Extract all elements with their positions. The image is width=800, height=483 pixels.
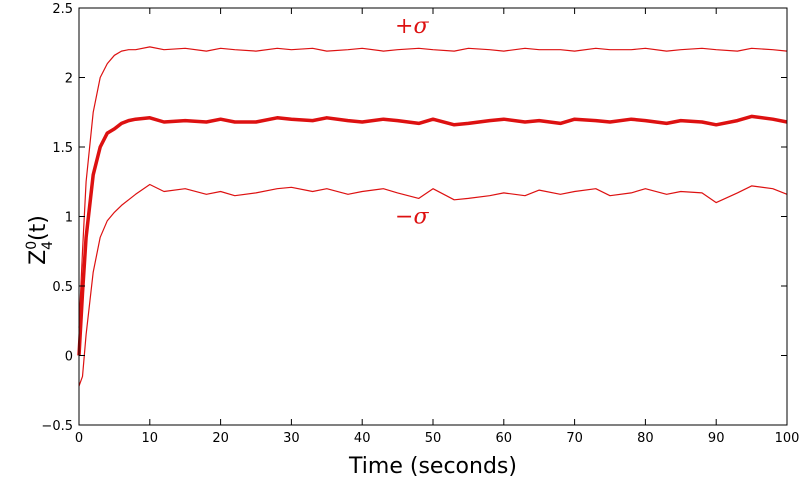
y-tick-label: 1	[65, 211, 73, 226]
x-tick-label: 60	[496, 431, 513, 446]
y-axis-label: Z04(t)	[24, 215, 56, 265]
y-tick-label: 1.5	[52, 141, 73, 156]
y-axis-label-base: Z	[26, 250, 51, 265]
axis-ticks: 0 10 20 30 40 50 60 70 80 90 100−0.500.511.522.5	[41, 2, 799, 446]
series-line-mean	[77, 114, 788, 356]
series-lines	[77, 46, 788, 387]
x-tick-label: 30	[283, 431, 300, 446]
x-tick-label: 80	[637, 431, 654, 446]
y-axis-label-sub: 4	[40, 241, 56, 250]
plot-background	[79, 8, 787, 425]
annotations: +σ −σ	[395, 14, 429, 229]
x-tick-label: 100	[775, 431, 800, 446]
x-tick-label: 40	[354, 431, 371, 446]
plot-frame	[78, 7, 788, 426]
x-axis-label: Time (seconds)	[348, 454, 517, 479]
y-tick-label: 0.5	[52, 280, 73, 295]
y-axis-label-tail: (t)	[26, 215, 51, 241]
x-tick-label: 10	[142, 431, 159, 446]
x-tick-label: 50	[425, 431, 442, 446]
y-tick-label: 2.5	[52, 2, 73, 17]
x-tick-label: 20	[212, 431, 229, 446]
x-tick-label: 90	[708, 431, 725, 446]
series-line-lower	[78, 183, 788, 387]
x-tick-label: 70	[566, 431, 583, 446]
y-tick-label: 2	[65, 72, 73, 87]
sigma-annotation: +σ	[395, 14, 429, 39]
y-tick-label: 0	[65, 350, 73, 365]
y-axis-label-sup: 0	[24, 241, 40, 250]
series-line-upper	[78, 46, 788, 328]
y-tick-label: −0.5	[41, 419, 73, 434]
sigma-annotation: −σ	[395, 204, 429, 229]
x-tick-label: 0	[75, 431, 83, 446]
